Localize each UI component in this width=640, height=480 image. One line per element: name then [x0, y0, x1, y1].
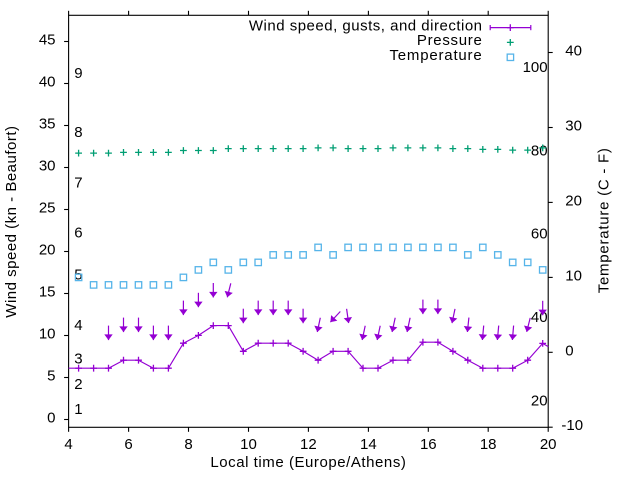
svg-text:60: 60	[531, 226, 548, 243]
svg-text:30: 30	[565, 118, 582, 135]
svg-text:Wind speed (kn - Beaufort): Wind speed (kn - Beaufort)	[3, 125, 20, 317]
svg-text:Temperature (C - F): Temperature (C - F)	[596, 147, 613, 293]
svg-text:10: 10	[565, 267, 582, 284]
svg-text:45: 45	[39, 32, 56, 49]
svg-text:7: 7	[74, 174, 82, 191]
svg-text:15: 15	[39, 284, 56, 301]
svg-text:0: 0	[47, 410, 55, 427]
svg-text:18: 18	[480, 436, 497, 453]
svg-text:25: 25	[39, 200, 56, 217]
svg-text:10: 10	[39, 326, 56, 343]
svg-text:5: 5	[74, 267, 82, 284]
svg-text:20: 20	[540, 436, 557, 453]
svg-text:Pressure: Pressure	[417, 32, 483, 49]
svg-text:9: 9	[74, 65, 82, 82]
svg-text:30: 30	[39, 158, 56, 175]
svg-text:8: 8	[74, 124, 82, 141]
svg-text:35: 35	[39, 116, 56, 133]
svg-text:40: 40	[565, 43, 582, 60]
svg-text:-10: -10	[561, 417, 583, 434]
svg-text:Wind speed, gusts, and directi: Wind speed, gusts, and direction	[249, 17, 483, 34]
svg-text:20: 20	[39, 242, 56, 259]
svg-text:20: 20	[531, 392, 548, 409]
svg-text:4: 4	[64, 436, 72, 453]
svg-text:40: 40	[39, 74, 56, 91]
svg-text:8: 8	[184, 436, 192, 453]
svg-text:16: 16	[420, 436, 437, 453]
svg-text:Local time (Europe/Athens): Local time (Europe/Athens)	[210, 454, 406, 471]
svg-text:6: 6	[124, 436, 132, 453]
svg-text:14: 14	[360, 436, 377, 453]
svg-text:2: 2	[74, 376, 82, 393]
svg-text:Temperature: Temperature	[389, 47, 482, 64]
svg-text:20: 20	[565, 192, 582, 209]
svg-text:12: 12	[300, 436, 317, 453]
svg-text:4: 4	[74, 317, 82, 334]
svg-text:5: 5	[47, 368, 55, 385]
svg-text:80: 80	[531, 143, 548, 160]
svg-text:6: 6	[74, 225, 82, 242]
svg-text:1: 1	[74, 401, 82, 418]
svg-text:3: 3	[74, 351, 82, 368]
svg-text:100: 100	[523, 59, 548, 76]
svg-text:0: 0	[565, 342, 573, 359]
svg-text:10: 10	[240, 436, 257, 453]
